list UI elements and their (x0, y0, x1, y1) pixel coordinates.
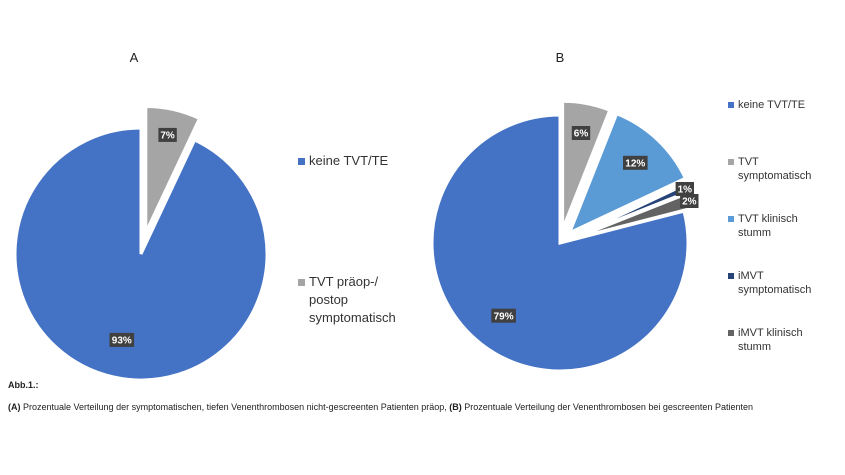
caption-part-a-marker: (A) (8, 402, 21, 412)
chart-a-data-label-box-keine-tvt-te (109, 332, 135, 347)
chart-a-data-label-keine-tvt-te: 93% (112, 336, 132, 347)
chart-b-data-label-box-imvt-klinisch-stumm (680, 194, 699, 208)
chart-b-legend-swatch-keine-tvt-te (728, 102, 734, 108)
chart-b-data-label-keine-tvt-te: 79% (494, 311, 514, 322)
chart-b-legend-label-tvt-symptomatisch: TVT symptomatisch (738, 156, 811, 182)
chart-b-data-label-box-tvt-symptomatisch (571, 126, 591, 140)
chart-a-legend-swatch-tvt-praeop-postop-symptomatisch (298, 279, 305, 286)
figure-caption-heading: Abb.1.: (8, 380, 39, 390)
pie-chart-a: A 93% 7% keine TVT/TE TVT präop-/postop sym… (13, 50, 396, 382)
chart-b-legend-label-tvt-klinisch-stumm: TVT klinisch stumm (738, 213, 798, 239)
pie-chart-b: B 79% 6% 12% 1%2% keine TVT/TE TVT symptomati… (430, 50, 811, 373)
chart-b-data-label-imvt-klinisch-stumm: 2% (682, 197, 697, 208)
chart-b-legend-swatch-tvt-symptomatisch (728, 159, 734, 165)
chart-b-data-label-box-tvt-klinisch-stumm (623, 155, 648, 170)
chart-a-slice-keine-tvt-te (13, 126, 269, 382)
chart-b-legend-label-keine-tvt-te: keine TVT/TE (738, 99, 805, 111)
chart-a-title: A (130, 50, 139, 65)
chart-a-legend-label-keine-tvt-te: keine TVT/TE (309, 153, 389, 168)
chart-b-data-label-tvt-klinisch-stumm: 12% (625, 158, 645, 169)
chart-a-data-label-tvt-praeop-postop-symptomatisch: 7% (160, 131, 175, 142)
chart-b-legend-label-imvt-symptomatisch: iMVT symptomatisch (738, 270, 811, 296)
chart-b-data-label-box-keine-tvt-te (491, 308, 516, 323)
chart-b-legend: keine TVT/TE TVT symptomatisch TVT klinisch… (728, 99, 811, 353)
chart-b-data-label-imvt-symptomatisch: 1% (678, 185, 693, 196)
chart-b-data-label-box-imvt-symptomatisch (675, 182, 694, 196)
caption-part-a-text: Prozentuale Verteilung der symptomatisch… (20, 402, 450, 412)
chart-a-legend: keine TVT/TE TVT präop-/postop symptomatis… (298, 153, 396, 325)
chart-b-legend-label-imvt-klinisch-stumm: iMVT klinisch stumm (738, 327, 803, 353)
chart-b-legend-swatch-tvt-klinisch-stumm (728, 216, 734, 222)
chart-a-data-label-box-tvt-praeop-postop-symptomatisch (158, 127, 177, 142)
figure-caption: (A) Prozentuale Verteilung der symptomat… (8, 402, 834, 413)
chart-a-legend-label-tvt-praeop-postop-symptomatisch: TVT präop-/postop symptomatisch (309, 274, 396, 325)
chart-b-slice-keine-tvt-te (430, 113, 690, 373)
chart-a-legend-swatch-keine-tvt-te (298, 158, 305, 165)
chart-b-legend-swatch-imvt-symptomatisch (728, 273, 734, 279)
chart-b-legend-swatch-imvt-klinisch-stumm (728, 330, 734, 336)
caption-part-b-text: Prozentuale Verteilung der Venenthrombos… (461, 402, 753, 412)
chart-b-slice-tvt-klinisch-stumm (566, 111, 688, 236)
caption-part-b-marker: (B) (449, 402, 462, 412)
chart-b-data-label-tvt-symptomatisch: 6% (574, 129, 589, 140)
chart-b-title: B (556, 50, 565, 65)
